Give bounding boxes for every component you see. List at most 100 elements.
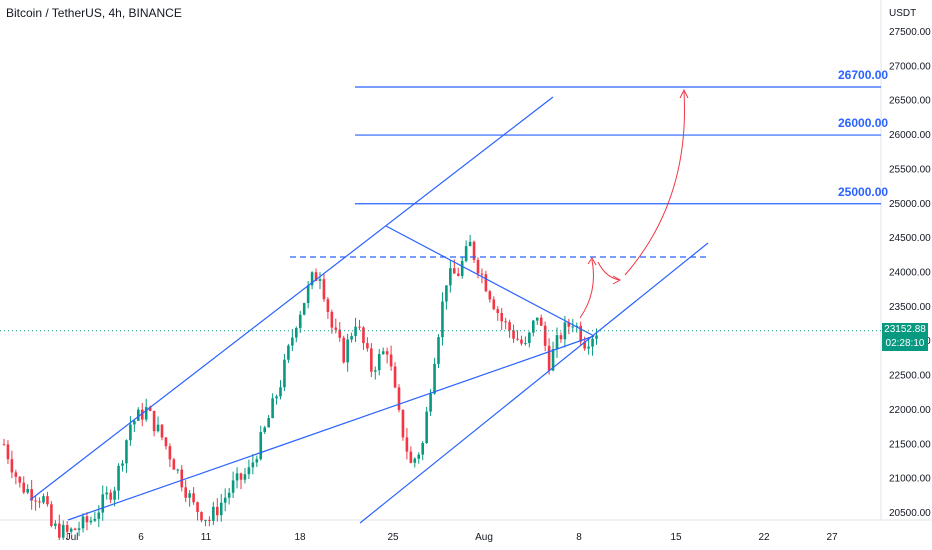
candle-body — [65, 525, 69, 532]
candle-body — [152, 410, 156, 432]
candle-body — [295, 328, 298, 338]
candle-body — [591, 338, 594, 347]
candle-body — [488, 291, 492, 300]
candle-body — [350, 336, 353, 340]
candle-body — [433, 363, 436, 394]
candle-body — [200, 512, 203, 521]
candle-body — [144, 407, 148, 420]
candle-body — [401, 409, 405, 438]
candle-body — [117, 465, 120, 491]
candle-body — [188, 493, 191, 498]
target-level-label: 25000.00 — [838, 185, 888, 199]
time-tick-label: 27 — [826, 532, 838, 543]
candle-body — [160, 424, 164, 438]
candle-body — [559, 335, 563, 340]
candle-body — [109, 492, 112, 500]
candle-body — [85, 516, 89, 523]
arrowhead-retest — [612, 275, 622, 285]
candle-body — [10, 459, 14, 473]
candle-body — [140, 409, 144, 420]
candle-body — [504, 321, 507, 323]
candle-body — [532, 320, 535, 333]
time-tick-label: 11 — [201, 532, 212, 543]
time-tick-label: 8 — [576, 532, 582, 543]
candle-body — [61, 525, 65, 538]
candle-body — [14, 472, 18, 477]
candle-body — [38, 501, 41, 503]
candle-body — [528, 332, 531, 344]
arrowhead-target — [679, 88, 689, 99]
candle-body — [239, 473, 243, 480]
time-tick-label: 18 — [294, 532, 306, 543]
candle-body — [279, 387, 282, 397]
candle-body — [358, 326, 361, 328]
candle-body — [543, 325, 547, 346]
candle-body — [105, 492, 108, 495]
candle-body — [334, 327, 338, 330]
countdown-badge: 02:28:10 — [882, 337, 928, 351]
price-axis[interactable]: 27500.00 27000.00 26500.00 26000.00 25500.00… — [889, 27, 931, 519]
candle-body — [263, 427, 266, 433]
channel-upper-line — [29, 96, 554, 501]
symbol-title[interactable]: Bitcoin / TetherUS, 4h, BINANCE — [6, 6, 182, 20]
candle-body — [251, 462, 255, 468]
candle-body — [69, 528, 73, 532]
price-tick-label: 22000.00 — [889, 405, 931, 416]
candle-body — [172, 459, 176, 470]
candle-body — [291, 337, 294, 346]
price-tick-label: 25500.00 — [889, 164, 931, 175]
candle-body — [464, 246, 468, 262]
candles-group — [2, 234, 598, 540]
candle-body — [583, 341, 586, 349]
candle-body — [196, 502, 199, 513]
time-tick-label: Jul — [66, 532, 79, 543]
candle-body — [192, 493, 195, 503]
price-tick-label: 22500.00 — [889, 371, 931, 382]
candle-body — [204, 519, 207, 521]
candle-body — [551, 349, 555, 371]
projection-arrow-retest — [597, 261, 621, 281]
arrowhead-up — [587, 257, 597, 266]
candle-body — [283, 359, 286, 388]
price-tick-label: 27000.00 — [889, 61, 931, 72]
candle-body — [219, 502, 223, 516]
candle-body — [377, 354, 381, 371]
candle-body — [468, 241, 472, 247]
candle-body — [77, 528, 81, 530]
candle-body — [302, 303, 306, 315]
candle-body — [164, 437, 168, 447]
candle-body — [129, 424, 132, 441]
candle-body — [322, 279, 326, 300]
candle-body — [535, 317, 539, 321]
candle-body — [208, 519, 211, 521]
candle-body — [6, 444, 10, 460]
candle-body — [595, 335, 598, 339]
price-tick-label: 20500.00 — [889, 508, 931, 519]
price-tick-label: 24000.00 — [889, 268, 931, 279]
candle-body — [133, 420, 136, 425]
candle-body — [54, 523, 57, 526]
candle-body — [227, 492, 231, 498]
candle-body — [58, 523, 61, 538]
candle-body — [97, 512, 101, 519]
candle-body — [176, 469, 180, 471]
time-tick-label: 22 — [758, 532, 770, 543]
candle-body — [472, 241, 476, 260]
candle-body — [571, 326, 575, 328]
candle-body — [93, 518, 97, 521]
candle-body — [500, 313, 503, 322]
candle-body — [409, 451, 413, 463]
time-axis[interactable]: Jul 6 11 18 25 Aug 8 15 22 27 — [66, 532, 838, 543]
candle-body — [113, 490, 116, 500]
target-level-label: 26000.00 — [838, 116, 888, 130]
candle-body — [520, 339, 523, 344]
candle-body — [579, 325, 582, 342]
candle-body — [42, 496, 45, 503]
triangle-lower-line — [67, 335, 595, 521]
candle-body — [366, 343, 369, 349]
candle-body — [73, 528, 77, 530]
price-tick-label: 21500.00 — [889, 439, 931, 450]
candle-body — [275, 396, 278, 399]
candle-body — [235, 473, 239, 481]
